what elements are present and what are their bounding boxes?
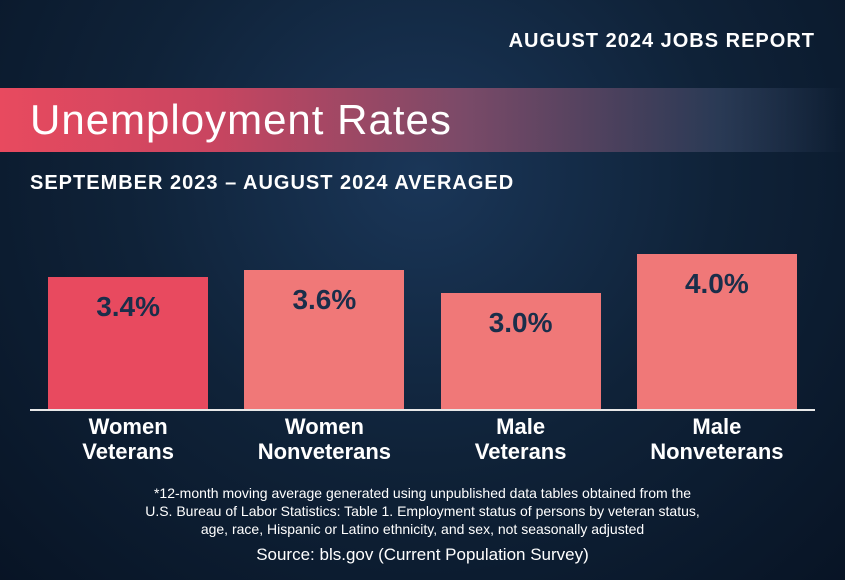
subtitle: SEPTEMBER 2023 – AUGUST 2024 AVERAGED xyxy=(30,172,514,195)
title-band: Unemployment Rates xyxy=(0,88,845,152)
bar-value: 4.0% xyxy=(637,268,797,300)
bar-women-nonveterans: 3.6% xyxy=(244,270,404,410)
bar-value: 3.0% xyxy=(441,307,601,339)
page-title: Unemployment Rates xyxy=(30,96,452,144)
bar-label: Women Veterans xyxy=(30,414,226,465)
bar-value: 3.6% xyxy=(244,284,404,316)
bar-male-nonveterans: 4.0% xyxy=(637,254,797,410)
unemployment-bar-chart: 3.4% 3.6% 3.0% 4.0% xyxy=(30,215,815,410)
x-axis xyxy=(30,409,815,411)
bar-label: Male Veterans xyxy=(423,414,619,465)
report-label: AUGUST 2024 JOBS REPORT xyxy=(509,30,815,53)
bar-slot: 4.0% xyxy=(619,215,815,410)
bar-slot: 3.4% xyxy=(30,215,226,410)
bar-slot: 3.0% xyxy=(423,215,619,410)
bar-women-veterans: 3.4% xyxy=(48,277,208,410)
x-axis-labels: Women Veterans Women Nonveterans Male Ve… xyxy=(30,414,815,465)
bar-label: Women Nonveterans xyxy=(226,414,422,465)
bars-container: 3.4% 3.6% 3.0% 4.0% xyxy=(30,215,815,410)
footnote: *12-month moving average generated using… xyxy=(0,484,845,539)
bar-male-veterans: 3.0% xyxy=(441,293,601,410)
bar-value: 3.4% xyxy=(48,291,208,323)
bar-slot: 3.6% xyxy=(226,215,422,410)
bar-label: Male Nonveterans xyxy=(619,414,815,465)
source-line: Source: bls.gov (Current Population Surv… xyxy=(0,544,845,566)
